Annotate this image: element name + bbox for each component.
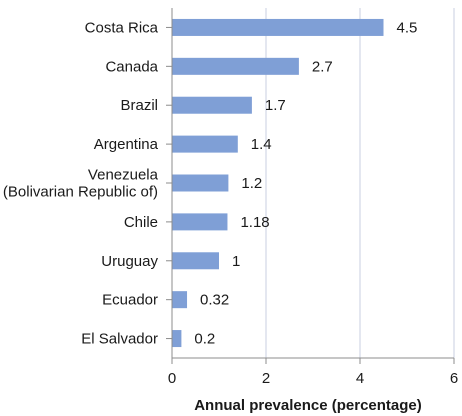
category-label: Brazil — [120, 97, 158, 114]
bar — [172, 57, 299, 75]
value-label: 0.2 — [194, 331, 215, 348]
category-label: (Bolivarian Republic of) — [3, 184, 158, 201]
x-tick-label: 4 — [356, 370, 364, 387]
value-label: 4.5 — [397, 19, 418, 36]
category-label: Canada — [105, 58, 158, 75]
category-label: Venezuela — [88, 167, 159, 184]
value-label: 0.32 — [200, 292, 229, 309]
category-label: Uruguay — [101, 253, 158, 270]
x-axis-title: Annual prevalence (percentage) — [194, 397, 422, 414]
bar — [172, 96, 252, 114]
category-label: Costa Rica — [85, 19, 159, 36]
value-label: 1.7 — [265, 97, 286, 114]
category-label: Argentina — [94, 136, 159, 153]
value-label: 1.2 — [241, 175, 262, 192]
labels: 0 2 4 6 Costa Rica 4.5 Canada 2.7 Brazil 1.7 Argen… — [3, 19, 458, 387]
bar — [172, 174, 229, 192]
x-tick-label: 0 — [168, 370, 176, 387]
axes — [166, 8, 455, 364]
category-label: Ecuador — [102, 292, 158, 309]
category-label: El Salvador — [81, 331, 158, 348]
bar — [172, 330, 182, 348]
bars — [172, 18, 384, 348]
value-label: 1 — [232, 253, 240, 270]
x-tick-label: 6 — [450, 370, 458, 387]
x-tick-label: 2 — [262, 370, 270, 387]
value-label: 1.18 — [240, 214, 269, 231]
bar — [172, 135, 238, 153]
bar — [172, 18, 384, 36]
bar — [172, 252, 219, 270]
category-label: Chile — [124, 214, 158, 231]
bar — [172, 291, 188, 309]
bar — [172, 213, 228, 231]
value-label: 2.7 — [312, 58, 333, 75]
value-label: 1.4 — [251, 136, 272, 153]
